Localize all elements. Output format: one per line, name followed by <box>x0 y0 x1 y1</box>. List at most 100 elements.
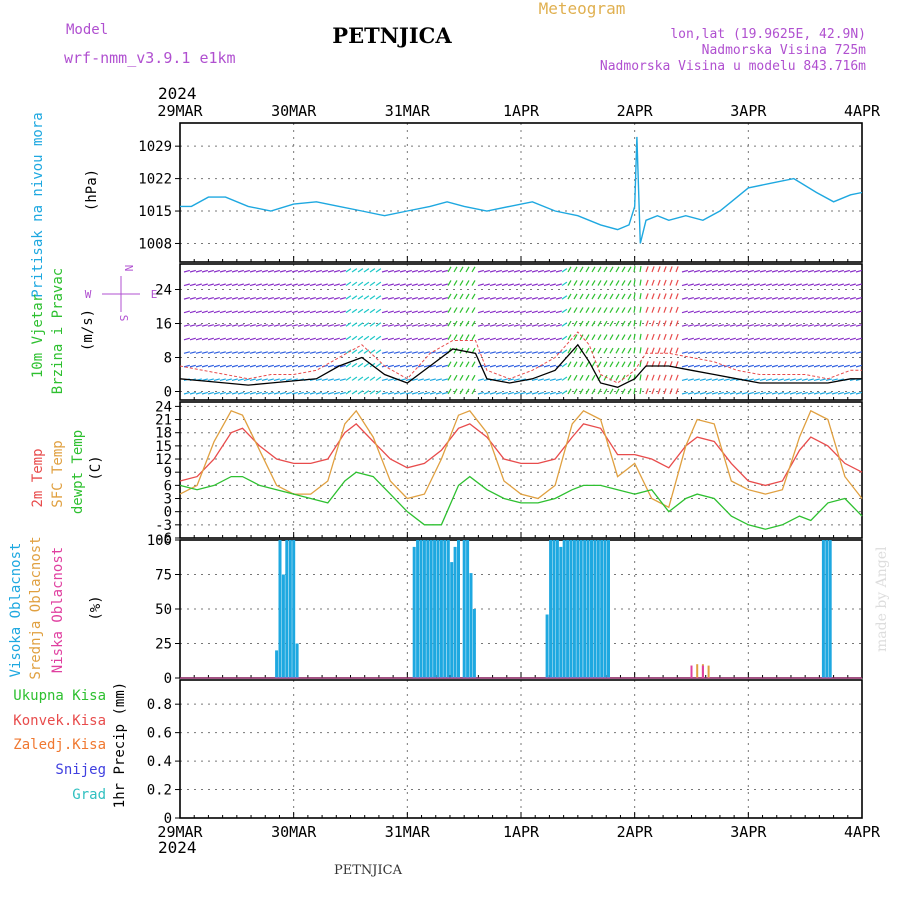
wind-barb <box>747 310 754 314</box>
wind-barb <box>669 388 673 395</box>
wind-barb <box>285 364 292 368</box>
wind-barb <box>255 269 262 273</box>
wind-barb <box>771 269 778 273</box>
wind-barb <box>645 293 649 300</box>
wind-barb <box>699 364 706 368</box>
wind-barb <box>345 268 352 273</box>
wind-barb <box>279 283 286 287</box>
wind-barb <box>369 390 376 395</box>
wind-barb <box>639 306 642 313</box>
wind-barb <box>675 293 679 300</box>
wind-barb <box>225 391 232 395</box>
wind-barb <box>633 347 636 354</box>
wind-barb <box>711 364 718 368</box>
wind-barb <box>615 334 620 341</box>
wind-barb <box>543 378 550 382</box>
wind-barb <box>321 337 328 341</box>
wind-barb <box>543 351 550 354</box>
wind-barb <box>699 310 706 314</box>
wind-barb <box>435 283 442 287</box>
wind-barb <box>315 337 322 341</box>
wind-barb <box>795 324 802 327</box>
wind-barb <box>483 364 490 368</box>
wind-barb <box>561 349 568 354</box>
wind-barb <box>351 362 358 368</box>
cloud-panel: 0 25 50 75 100 <box>147 533 863 687</box>
wind-barb <box>537 283 544 287</box>
wind-barb <box>459 307 464 313</box>
wind-barb <box>183 269 190 273</box>
wind-barb <box>801 269 808 273</box>
wind-barb <box>513 297 520 300</box>
wind-barb <box>579 374 584 381</box>
wind-barb <box>183 283 190 287</box>
wind-barb <box>729 351 736 354</box>
wind-barb <box>213 364 220 368</box>
wind-barb <box>501 297 508 300</box>
wind-barb <box>459 266 464 273</box>
wind-barb <box>297 269 304 273</box>
wind-barb <box>513 351 520 354</box>
wind-barb <box>669 374 673 381</box>
wind-barb <box>279 269 286 273</box>
wind-barb <box>273 391 280 395</box>
wind-barb <box>675 279 679 286</box>
wind-barb <box>315 283 322 287</box>
wind-barb <box>621 266 626 273</box>
wind-barb <box>837 364 844 368</box>
wind-barb <box>237 351 244 354</box>
wind-barb <box>345 281 352 287</box>
wind-barb <box>825 310 832 314</box>
wind-barb <box>639 279 642 286</box>
wind-barb <box>243 337 250 341</box>
wind-barb <box>399 391 406 395</box>
wind-barb <box>387 310 394 314</box>
wind-barb <box>321 269 328 273</box>
wind-barb <box>789 351 796 354</box>
wind-barb <box>429 297 436 300</box>
wind-barb <box>249 324 256 327</box>
wind-barb <box>627 361 632 368</box>
wind-barb <box>765 324 772 327</box>
wind-barb <box>207 324 214 327</box>
wind-barb <box>651 293 655 300</box>
wind-barb <box>783 364 790 368</box>
wind-barb <box>849 310 856 314</box>
wind-barb <box>441 283 448 287</box>
cloud-high-bar <box>545 614 549 678</box>
wind-barb <box>453 320 458 327</box>
wind-barb <box>729 297 736 300</box>
wind-barb <box>801 391 808 395</box>
wind-barb <box>771 337 778 341</box>
wind-barb <box>357 362 364 368</box>
wind-barb <box>525 283 532 287</box>
wind-barb <box>501 324 508 327</box>
wind-barb <box>681 364 688 368</box>
wind-barb <box>723 269 730 273</box>
y-tick-label: 9 <box>164 465 172 481</box>
wind-barb <box>201 297 208 300</box>
wind-barb <box>267 351 274 354</box>
wind-barb <box>369 281 376 287</box>
cloud-high-bar <box>566 540 570 678</box>
elevation-text: Nadmorska Visina 725m <box>702 43 867 58</box>
wind-barb <box>837 378 844 382</box>
wind-barb <box>597 307 602 313</box>
wind-barb <box>255 283 262 287</box>
wind-barb <box>405 324 412 327</box>
wind-barb <box>855 310 862 314</box>
wind-barb <box>327 364 334 368</box>
wind-barb <box>315 310 322 314</box>
wind-barb <box>819 324 826 327</box>
wind-barb <box>831 351 838 354</box>
wind-barb <box>693 297 700 300</box>
wind-barb <box>783 324 790 327</box>
wind-barb <box>825 324 832 327</box>
wind-barb <box>843 391 850 395</box>
wind-barb <box>189 310 196 314</box>
cloud-high-bar <box>562 540 566 678</box>
wind-barb <box>465 334 470 341</box>
wind-barb <box>327 283 334 287</box>
y-tick-label: 0 <box>164 505 172 521</box>
wind-barb <box>753 364 760 368</box>
